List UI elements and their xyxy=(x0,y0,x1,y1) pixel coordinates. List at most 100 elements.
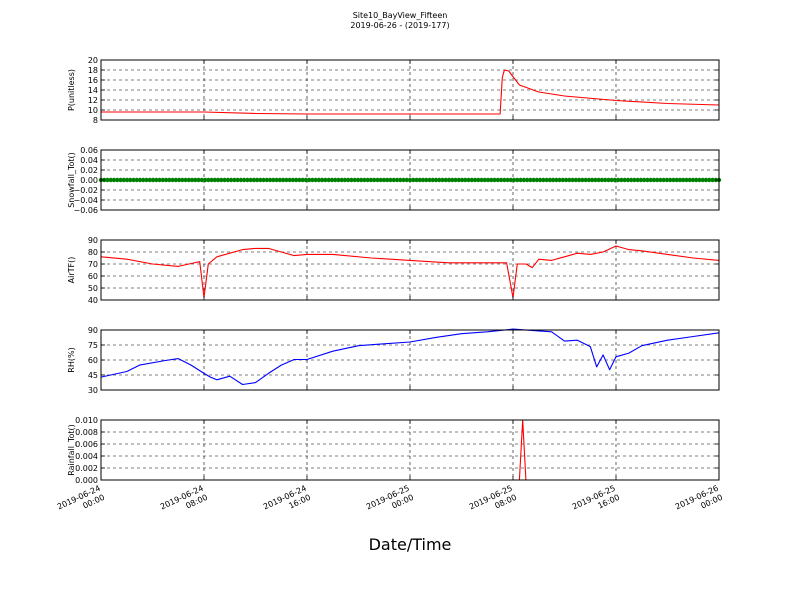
x-axis-label: Date/Time xyxy=(369,535,452,554)
data-point xyxy=(586,177,592,183)
data-point xyxy=(599,177,605,183)
data-point xyxy=(193,177,198,183)
data-point xyxy=(157,177,162,183)
data-point xyxy=(105,177,110,183)
data-point xyxy=(430,177,435,183)
data-point xyxy=(655,177,660,183)
data-point xyxy=(508,177,514,183)
data-point xyxy=(401,177,406,183)
data-point xyxy=(609,177,614,183)
data-point xyxy=(495,177,501,183)
y-tick-label: 18 xyxy=(88,66,98,75)
data-point xyxy=(619,177,624,183)
data-point xyxy=(385,177,390,183)
data-point xyxy=(690,177,696,183)
data-point xyxy=(638,177,644,183)
data-point xyxy=(160,177,165,183)
data-point xyxy=(183,177,188,183)
data-point xyxy=(248,177,253,183)
data-point xyxy=(583,177,588,183)
data-point xyxy=(118,177,123,183)
data-point xyxy=(472,177,478,183)
data-point xyxy=(420,177,426,183)
data-point xyxy=(681,177,686,183)
data-point xyxy=(531,177,536,183)
data-point xyxy=(300,177,305,183)
data-point xyxy=(547,177,553,183)
data-point xyxy=(189,177,195,183)
data-point xyxy=(554,177,559,183)
data-point xyxy=(453,177,458,183)
data-point xyxy=(573,177,579,183)
y-tick-label: 70 xyxy=(88,260,98,269)
data-point xyxy=(528,177,533,183)
data-point xyxy=(394,177,400,183)
series-line xyxy=(100,245,720,299)
data-point xyxy=(440,177,445,183)
subplot-2: −0.06−0.04−0.020.000.020.040.06 Snowfall_… xyxy=(67,146,722,215)
data-point xyxy=(479,177,484,183)
data-point xyxy=(115,177,120,183)
series-line xyxy=(100,328,720,386)
data-point xyxy=(615,177,621,183)
data-point xyxy=(443,177,448,183)
data-point xyxy=(677,177,683,183)
data-point xyxy=(524,177,530,183)
data-point xyxy=(674,177,679,183)
data-point xyxy=(258,177,263,183)
data-point xyxy=(658,177,663,183)
data-point xyxy=(287,177,292,183)
data-point xyxy=(212,177,218,183)
data-point xyxy=(645,177,650,183)
data-point xyxy=(411,177,416,183)
data-point xyxy=(687,177,692,183)
y-axis-label: Snowfall_Tot() xyxy=(67,152,76,208)
data-point xyxy=(271,177,276,183)
data-point xyxy=(417,177,422,183)
data-point xyxy=(346,177,351,183)
data-point xyxy=(541,177,546,183)
data-point xyxy=(180,177,185,183)
data-point xyxy=(505,177,510,183)
data-point xyxy=(570,177,575,183)
data-point xyxy=(427,177,432,183)
data-point xyxy=(222,177,227,183)
data-point xyxy=(433,177,439,183)
data-point xyxy=(641,177,647,183)
y-tick-label: 0.010 xyxy=(75,416,98,425)
data-point xyxy=(365,177,370,183)
subplot-5: 0.000 0.002 0.004 0.006 0.008 0.010Rainfall_T… xyxy=(67,416,720,485)
data-point xyxy=(671,177,676,183)
y-tick-label: 20 xyxy=(88,56,98,65)
data-point xyxy=(580,177,585,183)
y-tick-label: 8 xyxy=(93,116,98,125)
y-tick-label: 10 xyxy=(88,106,98,115)
data-point xyxy=(290,177,296,183)
data-point xyxy=(606,177,611,183)
data-point xyxy=(476,177,481,183)
series-line xyxy=(101,69,720,115)
y-tick-label: 40 xyxy=(88,296,98,305)
data-point xyxy=(352,177,357,183)
data-point xyxy=(134,177,139,183)
subplot-4: 30 45 60 75 90 RH(%) xyxy=(67,326,720,395)
data-point xyxy=(316,177,322,183)
data-point xyxy=(612,177,618,183)
data-point xyxy=(332,177,338,183)
data-point xyxy=(391,177,396,183)
data-point xyxy=(664,177,670,183)
data-point xyxy=(511,177,517,183)
data-point xyxy=(251,177,257,183)
data-point xyxy=(124,177,130,183)
data-point xyxy=(154,177,159,183)
data-point xyxy=(173,177,179,183)
data-point xyxy=(596,177,601,183)
y-tick-label: 14 xyxy=(88,86,98,95)
data-point xyxy=(515,177,520,183)
data-point xyxy=(622,177,627,183)
data-point xyxy=(398,177,403,183)
data-point xyxy=(368,177,374,183)
x-tick-label: 2019-06-2408:00 xyxy=(159,484,209,521)
data-point xyxy=(518,177,523,183)
